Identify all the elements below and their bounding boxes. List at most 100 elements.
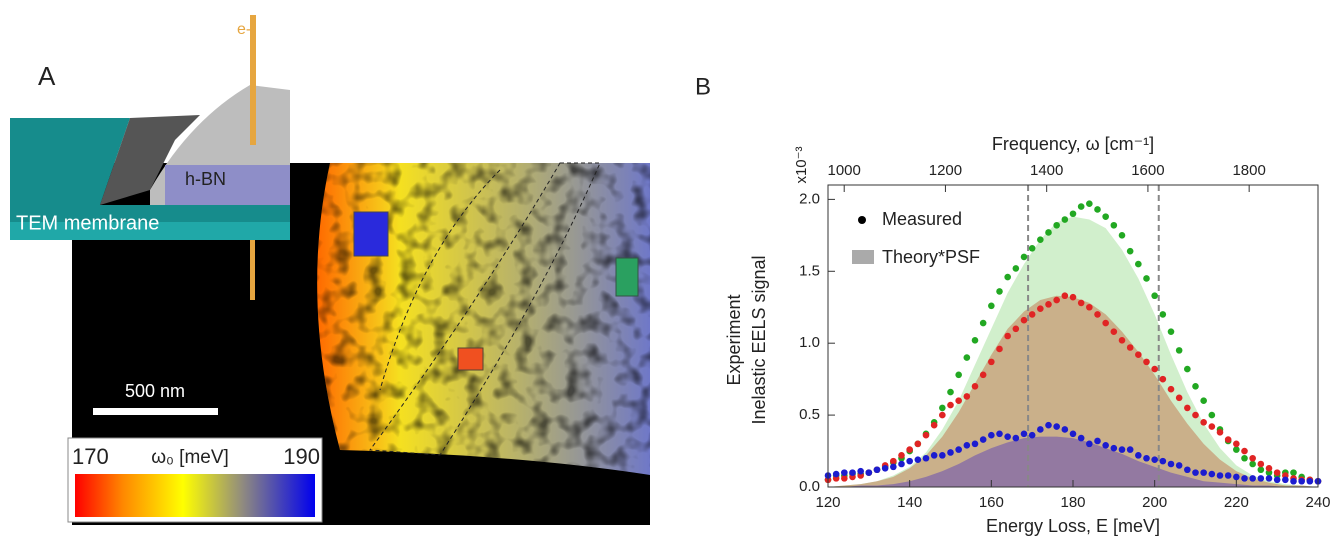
data-point [1249,475,1256,482]
data-point [1167,460,1175,468]
data-point [890,457,897,465]
data-point [1159,457,1167,465]
scale-bar [93,408,218,415]
legend-label: Theory*PSF [882,247,980,267]
data-point [1053,296,1060,304]
data-point [1118,446,1126,453]
data-point [979,436,987,443]
data-point [963,354,971,361]
layer [100,115,200,205]
data-point [1233,440,1240,448]
legend-label: Measured [882,209,962,229]
data-point [1020,430,1028,438]
data-point [1184,365,1191,373]
x-tick-label: 160 [979,494,1004,511]
data-point [955,371,962,379]
data-point [930,452,938,459]
electron-beam [250,15,256,145]
data-point [1233,473,1240,481]
data-point [1086,200,1093,207]
data-point [1159,375,1167,383]
x-tick-label: 120 [815,494,840,511]
data-point [1110,328,1118,335]
data-point [971,337,979,344]
data-point [1290,477,1297,485]
x2-tick-label: 1000 [828,162,861,179]
data-point [1273,476,1281,484]
data-point [1224,472,1232,479]
data-point [996,288,1003,295]
region-marker [353,211,389,257]
data-point [955,397,962,405]
panel-label: B [695,73,711,100]
data-point [1045,301,1052,308]
data-point [1233,446,1240,453]
data-point [1257,460,1265,468]
data-point [1167,328,1175,335]
data-point [947,388,954,396]
data-point [1216,472,1224,479]
data-point [971,383,979,390]
y-multiplier: x10⁻³ [793,146,810,183]
data-point [1020,316,1028,324]
data-point [865,469,873,476]
data-point [996,430,1003,438]
data-point [1282,476,1289,484]
data-point [1265,465,1273,472]
data-point [1053,221,1060,229]
data-point [1004,433,1011,440]
data-point [1175,462,1183,469]
theory-area [828,295,1318,487]
x2-tick-label: 1200 [929,162,962,179]
data-point [1126,446,1134,453]
data-point [1118,337,1126,344]
data-point [1004,332,1011,340]
data-point [898,452,905,459]
data-point [1241,454,1248,462]
data-point [1110,444,1118,452]
data-point [914,456,922,463]
material-label: h-BN [185,169,226,189]
x-tick-label: 200 [1142,494,1167,511]
data-point [1175,394,1183,402]
data-point [881,465,889,472]
data-point [988,358,995,366]
x-axis-label: Energy Loss, E [meV] [986,516,1160,536]
panel-a: 500 nm e- h-BN TEM membrane A 170 ω₀ [me… [10,15,650,525]
colorbar-title: ω₀ [meV] [151,447,229,468]
map-texture [317,163,650,475]
data-point [1208,411,1216,419]
data-point [1069,210,1077,218]
data-point [955,446,962,453]
data-point [857,467,864,475]
data-point [1028,311,1036,318]
data-point [1102,319,1109,327]
region-marker [615,257,639,297]
data-point [1028,431,1036,439]
data-point [1159,311,1167,318]
data-point [1135,351,1142,358]
data-point [1094,206,1101,213]
data-point [1192,383,1199,390]
x2-tick-label: 1800 [1232,162,1265,179]
membrane [10,118,290,240]
data-point [1208,423,1216,430]
data-point [979,319,987,327]
data-point [1184,466,1191,474]
colorbar-min: 170 [72,444,109,469]
data-point [1037,305,1044,312]
data-point [979,371,987,379]
data-point [1143,358,1150,366]
colorbar-max: 190 [283,444,320,469]
data-point [1118,232,1126,239]
scale-bar-label: 500 nm [125,381,185,401]
boundary [369,162,601,456]
data-point [1184,404,1191,412]
data-point [1037,426,1044,433]
data-point [1086,303,1093,311]
data-point [1012,434,1020,442]
data-point [1249,460,1256,468]
x-tick-label: 220 [1224,494,1249,511]
